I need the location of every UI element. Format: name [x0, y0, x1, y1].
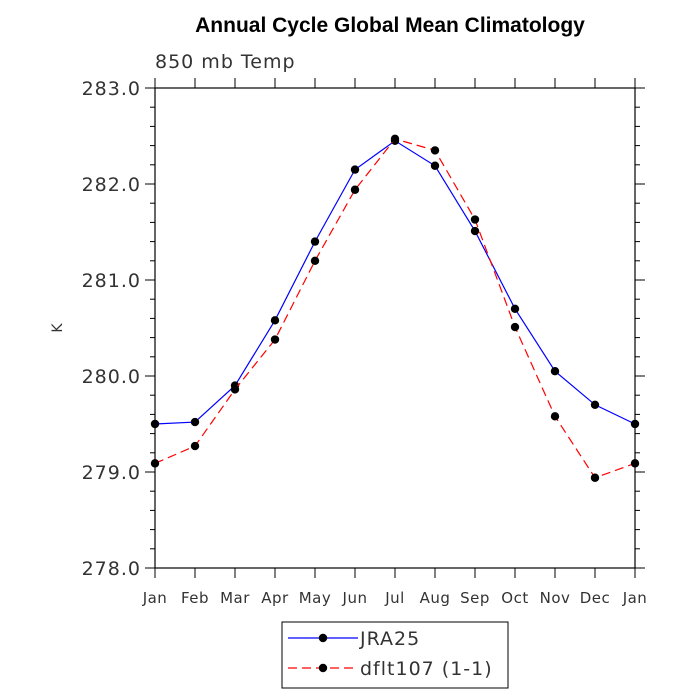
x-tick-label: Dec [580, 589, 611, 607]
data-point [190, 417, 200, 427]
legend-label: dflt107 (1-1) [360, 658, 493, 680]
data-point [270, 335, 280, 344]
data-point [590, 473, 600, 482]
x-tick-label: Apr [261, 589, 289, 607]
y-tick-label: 279.0 [82, 462, 141, 484]
data-point [430, 146, 440, 155]
data-point [430, 161, 440, 170]
chart-subtitle: 850 mb Temp [155, 51, 296, 73]
data-point [590, 400, 600, 409]
data-point [470, 226, 480, 236]
x-tick-label: Oct [501, 589, 528, 607]
x-tick-label: Jul [384, 589, 405, 607]
legend-label: JRA25 [359, 628, 420, 650]
data-point [550, 367, 560, 376]
series-layer [150, 134, 640, 482]
y-tick-label: 283.0 [82, 78, 141, 100]
legend: JRA25 dflt107 (1-1) [281, 621, 509, 689]
series-line-1 [154, 138, 636, 479]
series-line-0 [154, 140, 636, 425]
legend-marker [318, 633, 328, 643]
axis-ticks: 278.0 279.0 280.0 281.0 282.0 283.0 Jan Feb Mar A… [82, 78, 648, 607]
data-point [190, 441, 200, 451]
data-point [230, 385, 240, 394]
y-tick-label: 278.0 [82, 558, 141, 580]
plot-frame [154, 87, 636, 569]
x-tick-label: Feb [181, 589, 209, 607]
x-tick-label: Jan [142, 589, 168, 607]
data-point [350, 185, 360, 194]
x-tick-label: Sep [460, 589, 490, 607]
data-point [150, 419, 160, 429]
data-point [390, 134, 400, 144]
data-point [630, 419, 640, 429]
x-tick-label: Nov [540, 589, 571, 607]
x-tick-label: Jan [622, 589, 648, 607]
data-point [550, 412, 560, 421]
data-point [510, 322, 520, 332]
chart-title: Annual Cycle Global Mean Climatology [195, 14, 585, 37]
y-tick-label: 281.0 [82, 270, 141, 292]
x-tick-label: Jun [342, 589, 368, 607]
data-point [310, 256, 320, 265]
x-tick-label: Mar [220, 589, 250, 607]
y-tick-label: 280.0 [82, 366, 141, 388]
y-tick-label: 282.0 [82, 174, 141, 196]
x-tick-label: Aug [420, 589, 451, 607]
data-point [470, 215, 480, 224]
data-point [270, 316, 280, 325]
data-point [630, 459, 640, 468]
y-axis-label: K [50, 323, 66, 333]
x-tick-label: May [299, 589, 332, 607]
data-point [350, 165, 360, 174]
legend-box [281, 621, 509, 689]
data-point [150, 459, 160, 468]
legend-marker [318, 663, 328, 673]
data-point [510, 304, 520, 313]
data-point [310, 237, 320, 246]
